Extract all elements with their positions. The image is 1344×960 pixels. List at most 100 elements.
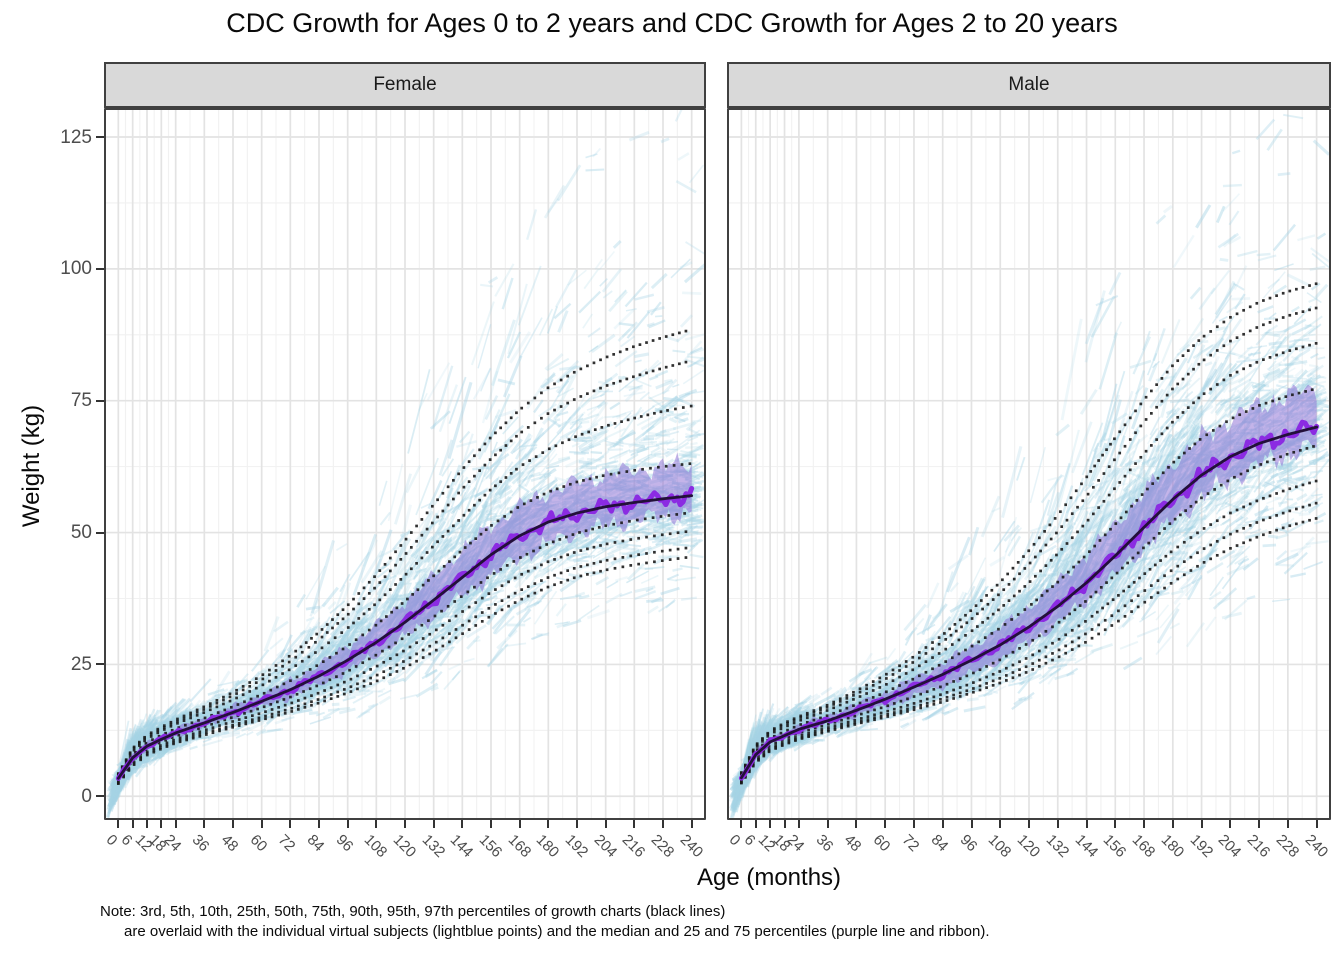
x-tick-label: 36 <box>812 831 837 856</box>
y-axis-title: Weight (kg) <box>18 404 45 528</box>
x-tick-mark <box>740 820 743 828</box>
x-tick-mark <box>1114 820 1117 828</box>
x-tick-label: 156 <box>475 831 506 862</box>
x-tick-label: 216 <box>1243 831 1274 862</box>
x-tick-mark <box>131 820 134 828</box>
x-tick-label: 0 <box>726 831 744 850</box>
facet-strip-female-label: Female <box>373 74 437 95</box>
x-tick-label: 6 <box>740 831 759 850</box>
x-tick-label: 96 <box>956 831 981 856</box>
x-tick-mark <box>461 820 464 828</box>
x-tick-label: 60 <box>869 831 894 856</box>
chart-title: CDC Growth for Ages 0 to 2 years and CDC… <box>226 8 1118 38</box>
x-tick-mark <box>797 820 800 828</box>
x-tick-mark <box>1085 820 1088 828</box>
x-tick-label: 48 <box>217 831 242 856</box>
x-tick-label: 204 <box>1214 831 1245 862</box>
facet-panel-female <box>104 108 706 820</box>
y-tick-label: 0 <box>81 785 92 807</box>
x-tick-mark <box>203 820 206 828</box>
x-tick-mark <box>690 820 693 828</box>
x-tick-mark <box>1028 820 1030 828</box>
x-tick-label: 84 <box>303 831 328 856</box>
x-tick-mark <box>576 820 578 828</box>
x-tick-mark <box>289 820 292 828</box>
x-tick-mark <box>146 820 148 828</box>
x-tick-label: 48 <box>841 831 865 856</box>
y-tick-mark <box>96 663 104 666</box>
x-tick-label: 24 <box>783 831 808 856</box>
facet-panel-male <box>727 108 1331 820</box>
y-tick-mark <box>96 531 104 534</box>
x-tick-label: 156 <box>1099 831 1130 862</box>
x-tick-label: 228 <box>647 831 678 862</box>
y-tick-mark <box>96 795 104 798</box>
x-tick-mark <box>783 820 786 828</box>
x-tick-mark <box>1286 820 1289 828</box>
x-tick-label: 132 <box>418 831 449 862</box>
x-tick-label: 24 <box>160 831 185 856</box>
x-tick-mark <box>260 820 263 828</box>
x-tick-mark <box>941 820 944 828</box>
x-tick-mark <box>547 820 550 828</box>
x-tick-mark <box>232 820 234 828</box>
x-tick-label: 120 <box>389 831 420 862</box>
x-tick-label: 60 <box>246 831 271 856</box>
growth-plot-canvas-female <box>104 108 706 820</box>
x-tick-mark <box>1315 820 1318 828</box>
x-tick-label: 168 <box>504 831 535 862</box>
x-tick-label: 36 <box>188 831 213 856</box>
y-tick-label: 50 <box>70 522 92 544</box>
y-tick-label: 125 <box>60 126 92 148</box>
x-tick-mark <box>1258 820 1261 828</box>
x-tick-label: 240 <box>1301 831 1332 862</box>
x-tick-mark <box>117 820 120 828</box>
x-tick-label: 108 <box>360 831 391 862</box>
x-tick-mark <box>826 820 829 828</box>
x-tick-mark <box>160 820 163 828</box>
x-tick-mark <box>855 820 858 828</box>
facet-strip-male-label: Male <box>1008 74 1050 95</box>
x-tick-mark <box>375 820 378 828</box>
x-tick-label: 192 <box>1186 831 1217 862</box>
y-tick-mark <box>96 399 104 402</box>
x-tick-label: 96 <box>332 831 357 856</box>
y-tick-label: 75 <box>70 390 92 412</box>
y-tick-label: 25 <box>70 653 92 675</box>
x-tick-label: 180 <box>532 831 563 862</box>
x-tick-label: 6 <box>117 831 136 850</box>
x-tick-mark <box>318 820 320 828</box>
x-tick-label: 216 <box>618 831 649 862</box>
x-tick-mark <box>884 820 887 828</box>
x-tick-label: 144 <box>1071 831 1101 862</box>
x-tick-label: 132 <box>1042 831 1073 862</box>
x-tick-mark <box>432 820 435 828</box>
x-tick-label: 228 <box>1272 831 1303 862</box>
x-tick-mark <box>404 820 406 828</box>
x-tick-mark <box>518 820 521 828</box>
x-axis-title: Age (months) <box>696 864 842 891</box>
x-tick-mark <box>1200 820 1203 828</box>
y-tick-mark <box>96 136 104 138</box>
x-tick-label: 108 <box>984 831 1015 862</box>
x-tick-mark <box>970 820 973 828</box>
x-tick-mark <box>1056 820 1059 828</box>
x-tick-label: 120 <box>1013 831 1044 862</box>
x-tick-label: 84 <box>927 831 952 856</box>
y-tick-label: 100 <box>60 258 92 280</box>
x-tick-label: 144 <box>446 831 477 862</box>
x-tick-mark <box>662 820 664 828</box>
x-tick-label: 168 <box>1128 831 1159 862</box>
x-tick-label: 72 <box>274 831 299 856</box>
x-tick-mark <box>913 820 915 828</box>
x-tick-mark <box>1171 820 1174 828</box>
x-tick-mark <box>490 820 492 828</box>
x-tick-label: 240 <box>676 831 707 862</box>
x-tick-mark <box>1143 820 1145 828</box>
x-tick-mark <box>999 820 1002 828</box>
x-tick-label: 0 <box>102 831 121 850</box>
x-tick-mark <box>769 820 772 828</box>
x-tick-label: 192 <box>561 831 592 862</box>
growth-plot-canvas-male <box>727 108 1331 820</box>
x-tick-mark <box>754 820 757 828</box>
